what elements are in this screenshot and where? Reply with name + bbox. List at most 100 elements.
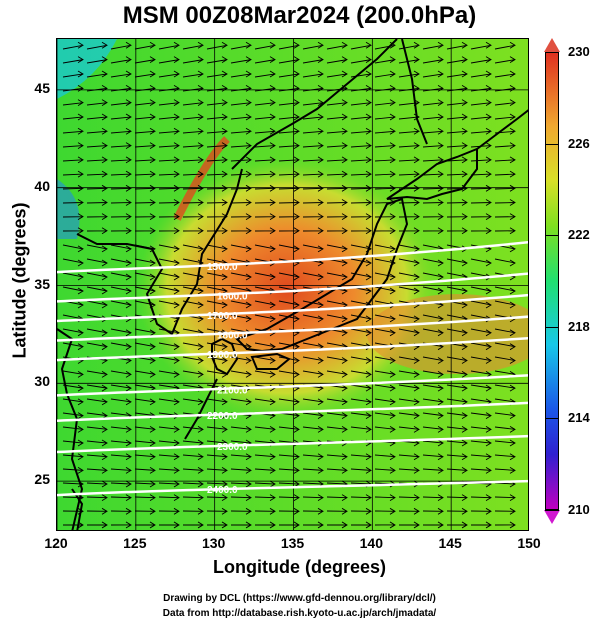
contour-line xyxy=(57,401,528,422)
wind-arrow xyxy=(182,84,204,92)
wind-arrow xyxy=(446,412,468,420)
wind-arrow xyxy=(158,494,180,502)
wind-arrow xyxy=(326,370,348,378)
wind-arrow xyxy=(446,507,468,515)
colorbar xyxy=(545,52,559,510)
wind-arrow xyxy=(326,127,348,135)
wind-arrow xyxy=(206,300,228,309)
wind-arrow xyxy=(302,156,324,164)
wind-arrow xyxy=(134,398,156,406)
wind-arrow xyxy=(254,507,276,515)
wind-arrow xyxy=(110,398,132,406)
wind-arrow xyxy=(86,439,108,447)
wind-arrow xyxy=(350,412,372,420)
wind-arrow xyxy=(470,412,492,420)
wind-arrow xyxy=(302,199,324,206)
wind-arrow xyxy=(230,99,252,107)
wind-arrow xyxy=(206,113,228,121)
credit-data: Data from http://database.rish.kyoto-u.a… xyxy=(162,608,437,619)
wind-arrow xyxy=(158,425,180,433)
wind-arrow xyxy=(134,521,156,529)
wind-arrow xyxy=(422,314,444,323)
wind-arrow xyxy=(110,370,132,378)
warm-band-east xyxy=(367,294,528,374)
wind-arrow xyxy=(494,286,516,295)
wind-arrow xyxy=(350,70,372,78)
wind-arrow xyxy=(206,480,228,488)
wind-arrow xyxy=(62,272,84,281)
wind-arrow xyxy=(230,494,252,502)
wind-arrow xyxy=(254,113,276,121)
wind-arrow xyxy=(470,384,492,392)
wind-arrow xyxy=(374,70,396,78)
wind-arrow xyxy=(470,439,492,447)
wind-arrow xyxy=(254,70,276,78)
wind-arrow xyxy=(182,480,204,488)
wind-arrow xyxy=(254,370,276,378)
wind-arrow xyxy=(158,184,180,192)
wind-arrow xyxy=(374,170,396,178)
wind-arrow xyxy=(374,466,396,474)
wind-arrow xyxy=(422,170,444,178)
wind-arrow xyxy=(158,356,180,364)
credit-drawing: Drawing by DCL (https://www.gfd-dennou.o… xyxy=(163,593,436,604)
wind-arrow xyxy=(230,356,252,364)
wind-arrow xyxy=(422,56,444,64)
wind-arrow xyxy=(254,356,276,364)
wind-arrow xyxy=(494,41,516,50)
wind-arrow xyxy=(86,199,108,206)
wind-arrow xyxy=(206,142,228,149)
wind-arrow xyxy=(86,480,108,488)
wind-arrow xyxy=(470,113,492,121)
wind-arrow xyxy=(350,370,372,378)
wind-arrow xyxy=(422,156,444,164)
wind-arrow xyxy=(86,84,108,92)
wind-arrow xyxy=(422,425,444,433)
wind-arrow xyxy=(302,127,324,135)
wind-arrow xyxy=(422,113,444,121)
wind-arrow xyxy=(134,70,156,78)
wind-arrow xyxy=(158,370,180,378)
wind-arrow xyxy=(86,494,108,502)
wind-arrow xyxy=(230,272,252,281)
wind-arrow xyxy=(86,466,108,474)
wind-arrow xyxy=(158,170,180,178)
wind-arrow xyxy=(374,356,396,364)
wind-arrow xyxy=(86,328,108,337)
wind-arrow xyxy=(278,494,300,502)
wind-arrow xyxy=(398,84,420,92)
wind-arrow xyxy=(206,507,228,515)
wind-arrow xyxy=(254,398,276,406)
wind-arrow xyxy=(278,99,300,107)
wind-arrow xyxy=(326,56,348,64)
wind-arrow xyxy=(374,384,396,392)
wind-arrow xyxy=(422,258,444,267)
wind-arrow xyxy=(446,199,468,206)
wind-arrow xyxy=(110,99,132,107)
wind-arrow xyxy=(206,398,228,406)
wind-arrow xyxy=(326,184,348,192)
wind-arrow xyxy=(470,356,492,364)
wind-arrow xyxy=(254,300,276,309)
wind-arrow xyxy=(374,286,396,295)
wind-arrow xyxy=(326,99,348,107)
wind-arrow xyxy=(278,300,300,309)
y-tick-label: 45 xyxy=(34,79,50,96)
colorbar-tick-mark xyxy=(545,326,559,328)
wind-arrow xyxy=(446,142,468,149)
wind-arrow xyxy=(278,142,300,149)
wind-arrow xyxy=(494,342,516,351)
wind-arrow xyxy=(470,342,492,351)
wind-arrow xyxy=(86,99,108,107)
wind-arrow xyxy=(398,227,420,235)
wind-arrow xyxy=(62,439,84,447)
wind-arrow xyxy=(110,328,132,337)
wind-arrow xyxy=(494,494,516,502)
wind-arrow xyxy=(254,342,276,351)
wind-arrow xyxy=(230,84,252,92)
wind-arrow xyxy=(110,480,132,488)
wind-arrow xyxy=(494,356,516,364)
wind-arrow xyxy=(230,244,252,253)
contour-line xyxy=(57,293,528,323)
wind-arrow xyxy=(398,412,420,420)
